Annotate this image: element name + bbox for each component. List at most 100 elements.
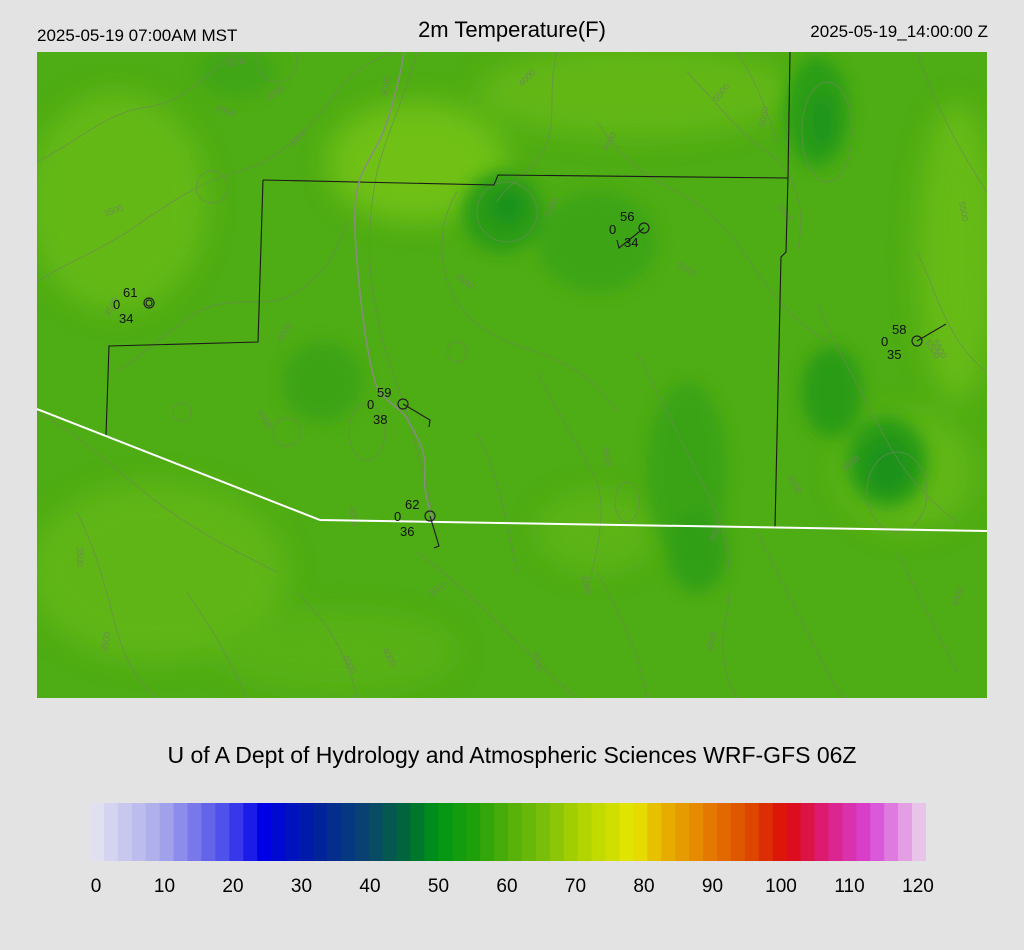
colorbar-cell <box>187 803 203 861</box>
colorbar-tick-label: 100 <box>765 876 797 897</box>
colorbar-cell <box>647 803 662 861</box>
contour-label: 5000 <box>757 106 770 127</box>
colorbar-cell <box>229 803 244 861</box>
colorbar-cell <box>215 803 230 861</box>
colorbar-cell <box>619 803 634 861</box>
colorbar-cell <box>466 803 481 861</box>
colorbar-cell <box>772 803 788 861</box>
colorbar-cell <box>577 803 593 861</box>
station-marker <box>397 398 409 410</box>
wind-barb <box>616 227 645 250</box>
station-dewpoint: 36 <box>400 524 414 539</box>
station-marker <box>143 297 155 309</box>
colorbar-cell <box>870 803 885 861</box>
contour-label: 4500 <box>600 446 613 467</box>
colorbar-cell <box>299 803 314 861</box>
colorbar-cell <box>508 803 523 861</box>
colorbar-cell <box>145 803 161 861</box>
colorbar-cell <box>814 803 830 861</box>
contour-label: 4000 <box>347 506 360 527</box>
colorbar-cell <box>340 803 356 861</box>
colorbar-cell <box>326 803 342 861</box>
map-header: 2025-05-19 07:00AM MST 2m Temperature(F)… <box>0 0 1024 50</box>
colorbar-cell <box>786 803 802 861</box>
colorbar-cell <box>758 803 774 861</box>
station-cloud: 0 <box>881 334 888 349</box>
colorbar-cell <box>828 803 843 861</box>
wind-barb <box>402 403 431 428</box>
colorbar-cell <box>521 803 537 861</box>
colorbar-cell <box>285 803 300 861</box>
colorbar-tick-label: 20 <box>222 876 244 897</box>
station-dewpoint: 34 <box>119 311 133 326</box>
colorbar-tick-label: 90 <box>701 876 724 897</box>
colorbar-cell <box>898 803 913 861</box>
station-plot: 61 0 34 <box>113 285 155 326</box>
county-boundaries <box>105 52 791 528</box>
colorbar-cell <box>424 803 439 861</box>
colorbar-cell <box>257 803 272 861</box>
colorbar-cell <box>842 803 857 861</box>
colorbar-cell <box>103 803 119 861</box>
temperature-field-warm <box>37 52 987 692</box>
colorbar-cell <box>480 803 495 861</box>
colorbar-cell <box>563 803 579 861</box>
station-cloud: 0 <box>609 222 616 237</box>
station-dewpoint: 34 <box>624 235 638 250</box>
contour-label: 4500 <box>705 631 718 652</box>
colorbar-cell <box>661 803 676 861</box>
colorbar-cell <box>535 803 551 861</box>
colorbar-cell <box>675 803 690 861</box>
station-temp: 56 <box>620 209 634 224</box>
colorbar-cell <box>884 803 899 861</box>
contour-label: 3000 <box>379 76 392 97</box>
colorbar-tick-label: 80 <box>633 876 655 897</box>
colorbar-cell <box>438 803 453 861</box>
colorbar-cell <box>591 803 607 861</box>
colorbar-cell <box>271 803 286 861</box>
colorbar-cell <box>549 803 565 861</box>
station-temp: 61 <box>123 285 137 300</box>
colorbar-cell <box>410 803 425 861</box>
colorbar-tick-label: 110 <box>834 876 865 897</box>
wind-barb <box>429 515 440 549</box>
station-temp: 58 <box>892 322 906 337</box>
colorbar-tick-label: 30 <box>290 876 313 897</box>
river <box>354 52 434 521</box>
terrain-contours <box>37 52 987 698</box>
temperature-colorbar <box>90 803 926 861</box>
colorbar-cell <box>159 803 175 861</box>
station-temp: 59 <box>377 385 391 400</box>
station-cloud: 0 <box>394 509 401 524</box>
model-credit: U of A Dept of Hydrology and Atmospheric… <box>167 742 857 768</box>
colorbar-cell <box>131 803 147 861</box>
contour-label: 4500 <box>531 651 544 672</box>
temperature-field-cool <box>197 52 927 592</box>
station-cloud: 0 <box>367 397 374 412</box>
wind-barb <box>916 323 947 342</box>
station-temp: 62 <box>405 497 419 512</box>
station-plot: 58 0 35 <box>881 322 947 362</box>
colorbar-tick-label: 40 <box>359 876 381 897</box>
colorbar-tick-label: 70 <box>564 876 587 897</box>
local-time-label: 2025-05-19 07:00AM MST <box>37 26 238 45</box>
contour-label: 3500 <box>75 547 85 567</box>
colorbar-cell <box>633 803 648 861</box>
station-dewpoint: 35 <box>887 347 901 362</box>
colorbar-cell <box>800 803 816 861</box>
colorbar-cell <box>90 803 105 861</box>
colorbar-cell <box>396 803 412 861</box>
colorbar-cell <box>730 803 746 861</box>
station-marker <box>638 222 650 234</box>
station-marker <box>911 335 923 347</box>
utc-time-label: 2025-05-19_14:00:00 Z <box>810 22 988 41</box>
colorbar-tick-label: 50 <box>427 876 450 897</box>
station-plot: 56 0 34 <box>609 209 650 250</box>
colorbar-cell <box>744 803 760 861</box>
colorbar-cell <box>117 803 133 861</box>
colorbar-cell <box>243 803 258 861</box>
colorbar-cell <box>605 803 621 861</box>
map-title: 2m Temperature(F) <box>418 17 606 42</box>
colorbar-tick-label: 0 <box>90 876 102 897</box>
station-dewpoint: 38 <box>373 412 387 427</box>
